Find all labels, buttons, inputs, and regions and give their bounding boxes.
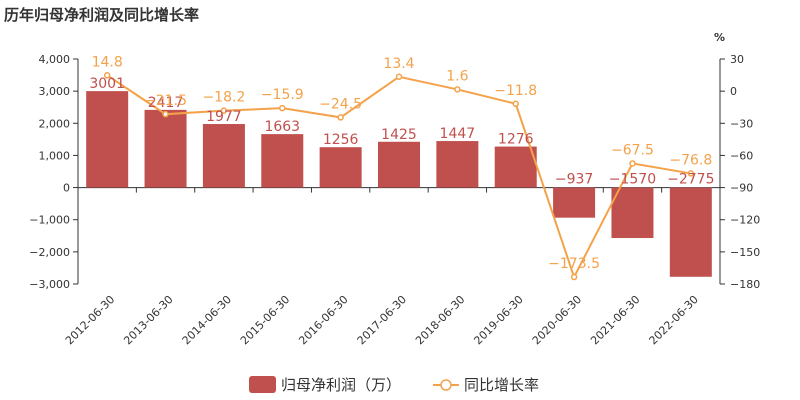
y-left-tick-label: 2,000 <box>39 117 71 130</box>
x-tick-label: 2017-06-30 <box>355 293 409 347</box>
data-labels: 3001 2417 1977 1663 1256 1425 1447 1276 −937 −157… <box>89 54 714 272</box>
bar-value-label: 1276 <box>498 132 534 148</box>
legend-line-marker <box>440 379 452 391</box>
y-right-tick-label: 30 <box>730 53 744 66</box>
growth-point <box>337 114 344 121</box>
bar <box>319 147 362 188</box>
growth-value-label: −173.5 <box>548 256 600 272</box>
bar-value-label: −2775 <box>667 172 714 188</box>
y-right-tick-label: −120 <box>730 214 760 227</box>
bar <box>611 187 654 239</box>
growth-line <box>103 72 695 281</box>
bar <box>436 141 479 188</box>
x-tick-label: 2019-06-30 <box>471 293 525 347</box>
legend-bar-label: 归母净利润（万） <box>281 376 401 394</box>
bar <box>202 124 245 188</box>
y-left-tick-label: 4,000 <box>39 53 71 66</box>
x-tick-label: 2013-06-30 <box>121 293 175 347</box>
bar <box>86 91 129 188</box>
x-tick-label: 2016-06-30 <box>296 293 350 347</box>
bar <box>669 187 712 277</box>
growth-value-label: −21.5 <box>144 93 187 109</box>
x-tick-label: 2012-06-30 <box>63 293 117 347</box>
bars <box>86 91 712 277</box>
growth-point <box>162 110 169 118</box>
y-right-tick-label: −180 <box>730 278 760 291</box>
growth-value-label: 14.8 <box>92 54 123 70</box>
growth-point <box>220 107 228 114</box>
y-right-tick-label: 0 <box>730 85 737 98</box>
growth-value-label: −76.8 <box>669 152 712 168</box>
bar-value-label: 1256 <box>323 132 359 148</box>
y-left-tick-label: −1,000 <box>29 214 70 227</box>
growth-point <box>103 72 111 79</box>
legend-line-label: 同比增长率 <box>464 376 539 394</box>
growth-value-label: −11.8 <box>494 83 537 99</box>
bar-value-label: 3001 <box>89 76 125 92</box>
bar-value-label: −937 <box>555 172 593 188</box>
growth-value-label: −18.2 <box>202 90 245 106</box>
bar <box>144 109 187 188</box>
x-tick-label: 2021-06-30 <box>588 293 642 347</box>
y-left-tick-label: 1,000 <box>39 149 71 162</box>
bar-value-label: 1447 <box>440 126 476 142</box>
growth-value-label: −67.5 <box>611 142 654 158</box>
y-right-tick-label: −30 <box>730 117 753 130</box>
bar <box>494 146 537 188</box>
bar-value-label: 1663 <box>264 119 300 135</box>
y-left-tick-label: 0 <box>63 182 70 195</box>
growth-point <box>395 73 403 81</box>
y-right-tick-label: −150 <box>730 246 760 259</box>
y-left-tick-label: −2,000 <box>29 246 70 259</box>
bar <box>261 134 304 188</box>
growth-point <box>570 273 578 281</box>
legend-bar-swatch <box>249 376 276 393</box>
growth-value-label: −24.5 <box>319 96 362 112</box>
growth-value-label: 1.6 <box>446 68 468 84</box>
bar-value-label: 1425 <box>381 127 417 143</box>
bar-value-label: 2417 <box>148 95 184 111</box>
growth-value-label: −15.9 <box>261 87 304 103</box>
y-right-tick-label: −60 <box>730 149 753 162</box>
chart-title: 历年归母净利润及同比增长率 <box>4 6 200 24</box>
bar <box>553 187 596 218</box>
legend: 归母净利润（万） 同比增长率 <box>249 376 539 394</box>
x-tick-label: 2014-06-30 <box>180 293 234 347</box>
bar <box>378 141 420 188</box>
bar-value-label: 1977 <box>206 109 242 125</box>
growth-value-label: 13.4 <box>383 56 414 72</box>
y-right-tick-label: −90 <box>730 182 753 195</box>
x-tick-label: 2022-06-30 <box>647 293 701 347</box>
growth-point <box>454 86 461 93</box>
bar-value-label: −1570 <box>609 172 656 188</box>
growth-point <box>512 100 519 108</box>
y-right-unit: % <box>714 31 725 44</box>
growth-point <box>687 170 695 177</box>
growth-point <box>629 160 636 167</box>
growth-point <box>279 104 286 112</box>
y-left-tick-label: 3,000 <box>39 85 71 98</box>
x-tick-label: 2015-06-30 <box>238 293 292 347</box>
y-left-tick-label: −3,000 <box>29 278 70 291</box>
x-tick-label: 2020-06-30 <box>530 293 584 347</box>
x-tick-label: 2018-06-30 <box>413 293 467 347</box>
